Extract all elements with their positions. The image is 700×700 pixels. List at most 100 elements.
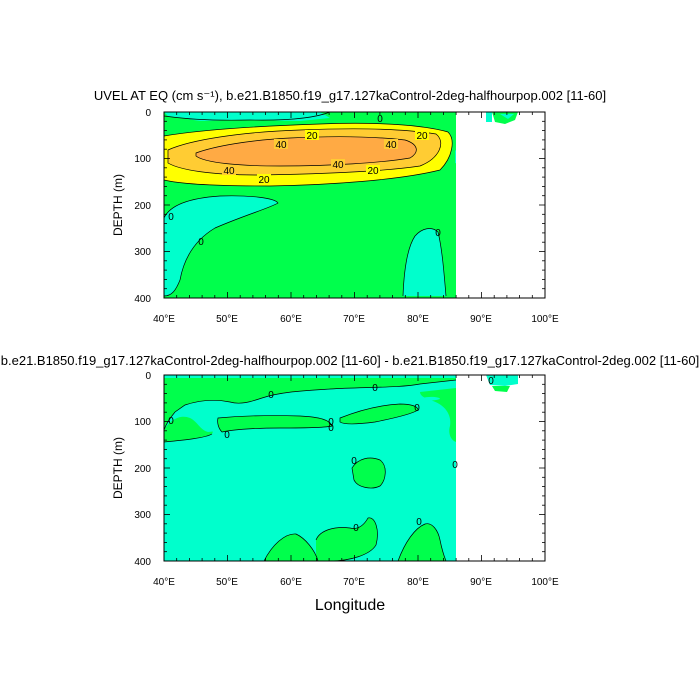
bottom-y-tick-300: 300 (134, 510, 151, 521)
top-label-bg-2 (415, 130, 429, 140)
bottom-x-tick-70: 70°E (343, 577, 365, 588)
top-fill-negative-surface (164, 112, 330, 121)
top-label-bg-5 (274, 139, 288, 149)
bottom-contour-label-0i: 0 (452, 460, 458, 471)
bottom-contour-zero-center (351, 457, 386, 489)
top-contour-lines (163, 111, 453, 297)
top-contour-label-20d: 20 (258, 175, 270, 186)
bottom-contour-zero-deep-east (397, 523, 447, 562)
top-y-tick-100: 100 (134, 154, 151, 165)
bottom-y-tick-200: 200 (134, 464, 151, 475)
bottom-contour-zero-east (339, 403, 419, 425)
bottom-x-tick-90: 90°E (470, 577, 492, 588)
top-contour-label-20c: 20 (367, 166, 379, 177)
top-contour-zero-east (402, 228, 447, 297)
bottom-contour-fill (164, 375, 545, 561)
bottom-fill-positive-center (352, 458, 386, 488)
top-contour-zero-west (163, 195, 279, 297)
bottom-contour-zero-deep-west (263, 533, 319, 562)
bottom-contour-label-0h: 0 (351, 456, 357, 467)
top-fill-negative-west (164, 195, 278, 296)
bottom-fill-background (164, 375, 456, 561)
top-y-tick-300: 300 (134, 247, 151, 258)
top-contour-label-0d: 0 (435, 228, 441, 239)
top-contour-label-40d: 40 (223, 166, 235, 177)
top-label-bg-4 (257, 174, 271, 184)
top-fill-near-coast (418, 112, 460, 125)
bottom-fill-positive-mid (217, 415, 332, 432)
bottom-contour-label-0a: 0 (372, 383, 378, 394)
bottom-panel-title: b.e21.B1850.f19_g17.127kaControl-2deg-ha… (1, 353, 699, 368)
bottom-x-axis-label: Longitude (315, 597, 385, 614)
top-x-tick-80: 80°E (407, 314, 429, 325)
top-y-tick-0: 0 (145, 108, 151, 119)
top-contour-label-40b: 40 (385, 140, 397, 151)
top-contour-label-20b: 20 (416, 131, 428, 142)
bottom-contour-label-0b: 0 (268, 390, 274, 401)
top-x-tick-60: 60°E (280, 314, 302, 325)
top-x-tick-70: 70°E (343, 314, 365, 325)
top-contour-label-40c: 40 (332, 160, 344, 171)
bottom-contour-label-0f: 0 (328, 423, 334, 434)
top-x-tick-90: 90°E (470, 314, 492, 325)
top-contour-label-20a: 20 (306, 131, 318, 142)
bottom-y-axis-label: DEPTH (m) (111, 437, 125, 499)
top-x-tick-40: 40°E (153, 314, 175, 325)
bottom-contour-label-0k: 0 (353, 523, 359, 534)
top-x-tick-100: 100°E (531, 314, 559, 325)
top-contour-30 (167, 128, 441, 176)
bottom-fill-positive-deep-east (398, 523, 446, 561)
bottom-contour-label-0l: 0 (488, 376, 494, 387)
bottom-y-tick-400: 400 (134, 557, 151, 568)
bottom-contour-lines (163, 379, 457, 562)
bottom-fill-positive-top (164, 378, 456, 430)
top-contour-label-0b: 0 (168, 212, 174, 223)
bottom-fill-positive-deep (316, 517, 378, 561)
top-y-axis-label: DEPTH (m) (111, 174, 125, 236)
bottom-contour-label-0c: 0 (168, 416, 174, 427)
top-panel: UVEL AT EQ (cm s⁻¹), b.e21.B1850.f19_g17… (94, 88, 606, 325)
bottom-fill-east-cell-2 (492, 386, 510, 392)
bottom-panel: b.e21.B1850.f19_g17.127kaControl-2deg-ha… (1, 353, 699, 614)
bottom-y-tick-0: 0 (145, 371, 151, 382)
bottom-x-tick-100: 100°E (531, 577, 559, 588)
top-contour-label-40a: 40 (275, 140, 287, 151)
top-fill-negative-east (403, 228, 446, 296)
bottom-contour-zero-west (163, 433, 213, 443)
bottom-fill-coast-cell (422, 396, 440, 401)
bottom-contour-label-0j: 0 (416, 517, 422, 528)
top-contour-40 (195, 136, 417, 167)
top-fill-level-40 (196, 136, 417, 166)
bottom-x-tick-80: 80°E (407, 577, 429, 588)
top-label-bg-6 (384, 139, 398, 149)
bottom-fill-positive-west (164, 416, 213, 442)
top-axis-ticks (163, 111, 546, 299)
top-contour-20 (163, 122, 453, 187)
bottom-contour-label-0d: 0 (224, 430, 230, 441)
top-fill-east-cell-1 (486, 112, 492, 122)
top-y-axis: 0 100 200 300 400 (134, 108, 151, 305)
top-label-bg-3 (366, 165, 380, 175)
bottom-x-tick-60: 60°E (280, 577, 302, 588)
top-contour-label-0c: 0 (198, 237, 204, 248)
bottom-y-axis: 0 100 200 300 400 (134, 371, 151, 568)
top-label-bg-7 (331, 159, 345, 169)
bottom-contour-zero-mid (217, 415, 333, 433)
top-contour-fill (164, 112, 545, 298)
bottom-y-tick-100: 100 (134, 417, 151, 428)
bottom-fill-positive-deep-west (264, 533, 318, 561)
bottom-x-tick-50: 50°E (216, 577, 238, 588)
top-y-tick-400: 400 (134, 294, 151, 305)
bottom-contour-label-0g: 0 (414, 403, 420, 414)
top-fill-east-cell-3 (500, 114, 514, 119)
top-label-bg-1 (305, 130, 319, 140)
bottom-x-axis: 40°E 50°E 60°E 70°E 80°E 90°E 100°E (153, 577, 559, 588)
top-panel-title: UVEL AT EQ (cm s⁻¹), b.e21.B1850.f19_g17… (94, 88, 606, 103)
bottom-contour-zero-top (163, 379, 457, 431)
top-x-tick-50: 50°E (216, 314, 238, 325)
bottom-contour-label-0e: 0 (328, 417, 334, 428)
bottom-axis-ticks (163, 374, 546, 562)
top-contour-label-0a: 0 (377, 114, 383, 125)
top-contour-zero-surface (163, 111, 331, 121)
